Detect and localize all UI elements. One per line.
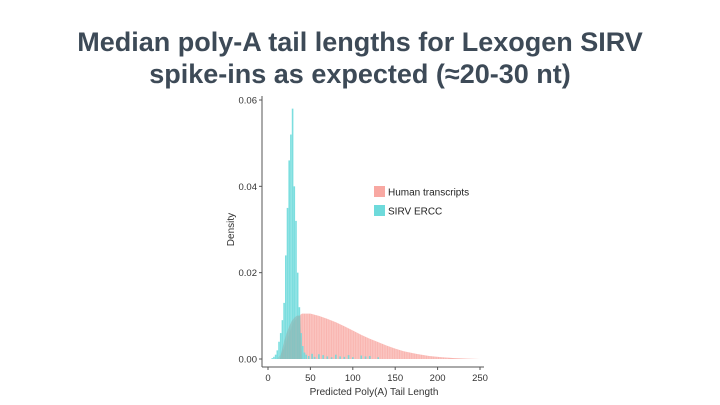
x-tick-label: 0 [265,373,270,384]
series-area-human-transcripts [276,313,480,359]
sirv-bar [326,356,329,359]
sirv-bar [303,352,306,359]
legend-swatch-human-transcripts [374,186,385,197]
x-tick-label: 200 [430,373,446,384]
legend-swatch-sirv-ercc [374,205,385,216]
sirv-bar [283,302,285,359]
sirv-bar [343,356,346,359]
x-tick-label: 250 [472,373,488,384]
sirv-bar [279,333,282,359]
sirv-bar [339,356,341,359]
slide-title-line-2: spike-ins as expected (≈20-30 nt) [149,59,571,89]
x-tick-label: 100 [345,373,361,384]
sirv-bar [368,355,371,359]
sirv-bar [313,356,316,359]
axis-ticks: 0.00 0.02 0.04 0.06 0 50 100 150 200 250 [239,96,488,385]
sirv-bar [288,160,290,359]
legend-label-sirv-ercc: SIRV ERCC [388,207,442,218]
slide-title-line-1: Median poly-A tail lengths for Lexogen S… [77,27,643,57]
sirv-bar [347,355,350,359]
sirv-bar [286,207,289,359]
sirv-bar [290,134,292,359]
x-tick-label: 50 [305,373,316,384]
series-layer [271,108,480,359]
sirv-bar [307,355,310,359]
y-tick-label: 0.00 [239,355,258,366]
sirv-bar [291,108,294,359]
plot-axes [261,96,484,368]
sirv-bar [273,356,275,359]
sirv-bar [322,355,324,359]
chart-legend: Human transcripts SIRV ERCC [374,186,469,218]
y-tick-label: 0.02 [239,268,258,279]
x-axis-label: Predicted Poly(A) Tail Length [310,387,439,398]
sirv-bar [295,220,297,359]
sirv-bar [293,186,296,359]
y-tick-label: 0.04 [239,182,258,193]
sirv-bar [276,350,279,359]
slide-title: Median poly-A tail lengths for Lexogen S… [0,26,720,90]
sirv-bar [318,354,320,359]
y-axis-label: Density [226,213,237,246]
sirv-bar [271,358,274,359]
sirv-bar [281,320,284,359]
sirv-bar [274,354,277,359]
sirv-bar [330,357,333,359]
sirv-bar [301,346,304,359]
sirv-bar [364,356,367,359]
sirv-bar [360,355,363,359]
sirv-bar [352,357,354,359]
sirv-bar [285,255,287,359]
sirv-bar [278,341,280,359]
y-tick-label: 0.06 [239,96,258,107]
sirv-bar [305,354,307,359]
sirv-bar [335,354,337,359]
x-tick-label: 150 [387,373,403,384]
legend-label-human-transcripts: Human transcripts [388,188,469,199]
sirv-bar [311,353,313,359]
sirv-bar [377,357,380,359]
overlap-region [279,315,302,359]
